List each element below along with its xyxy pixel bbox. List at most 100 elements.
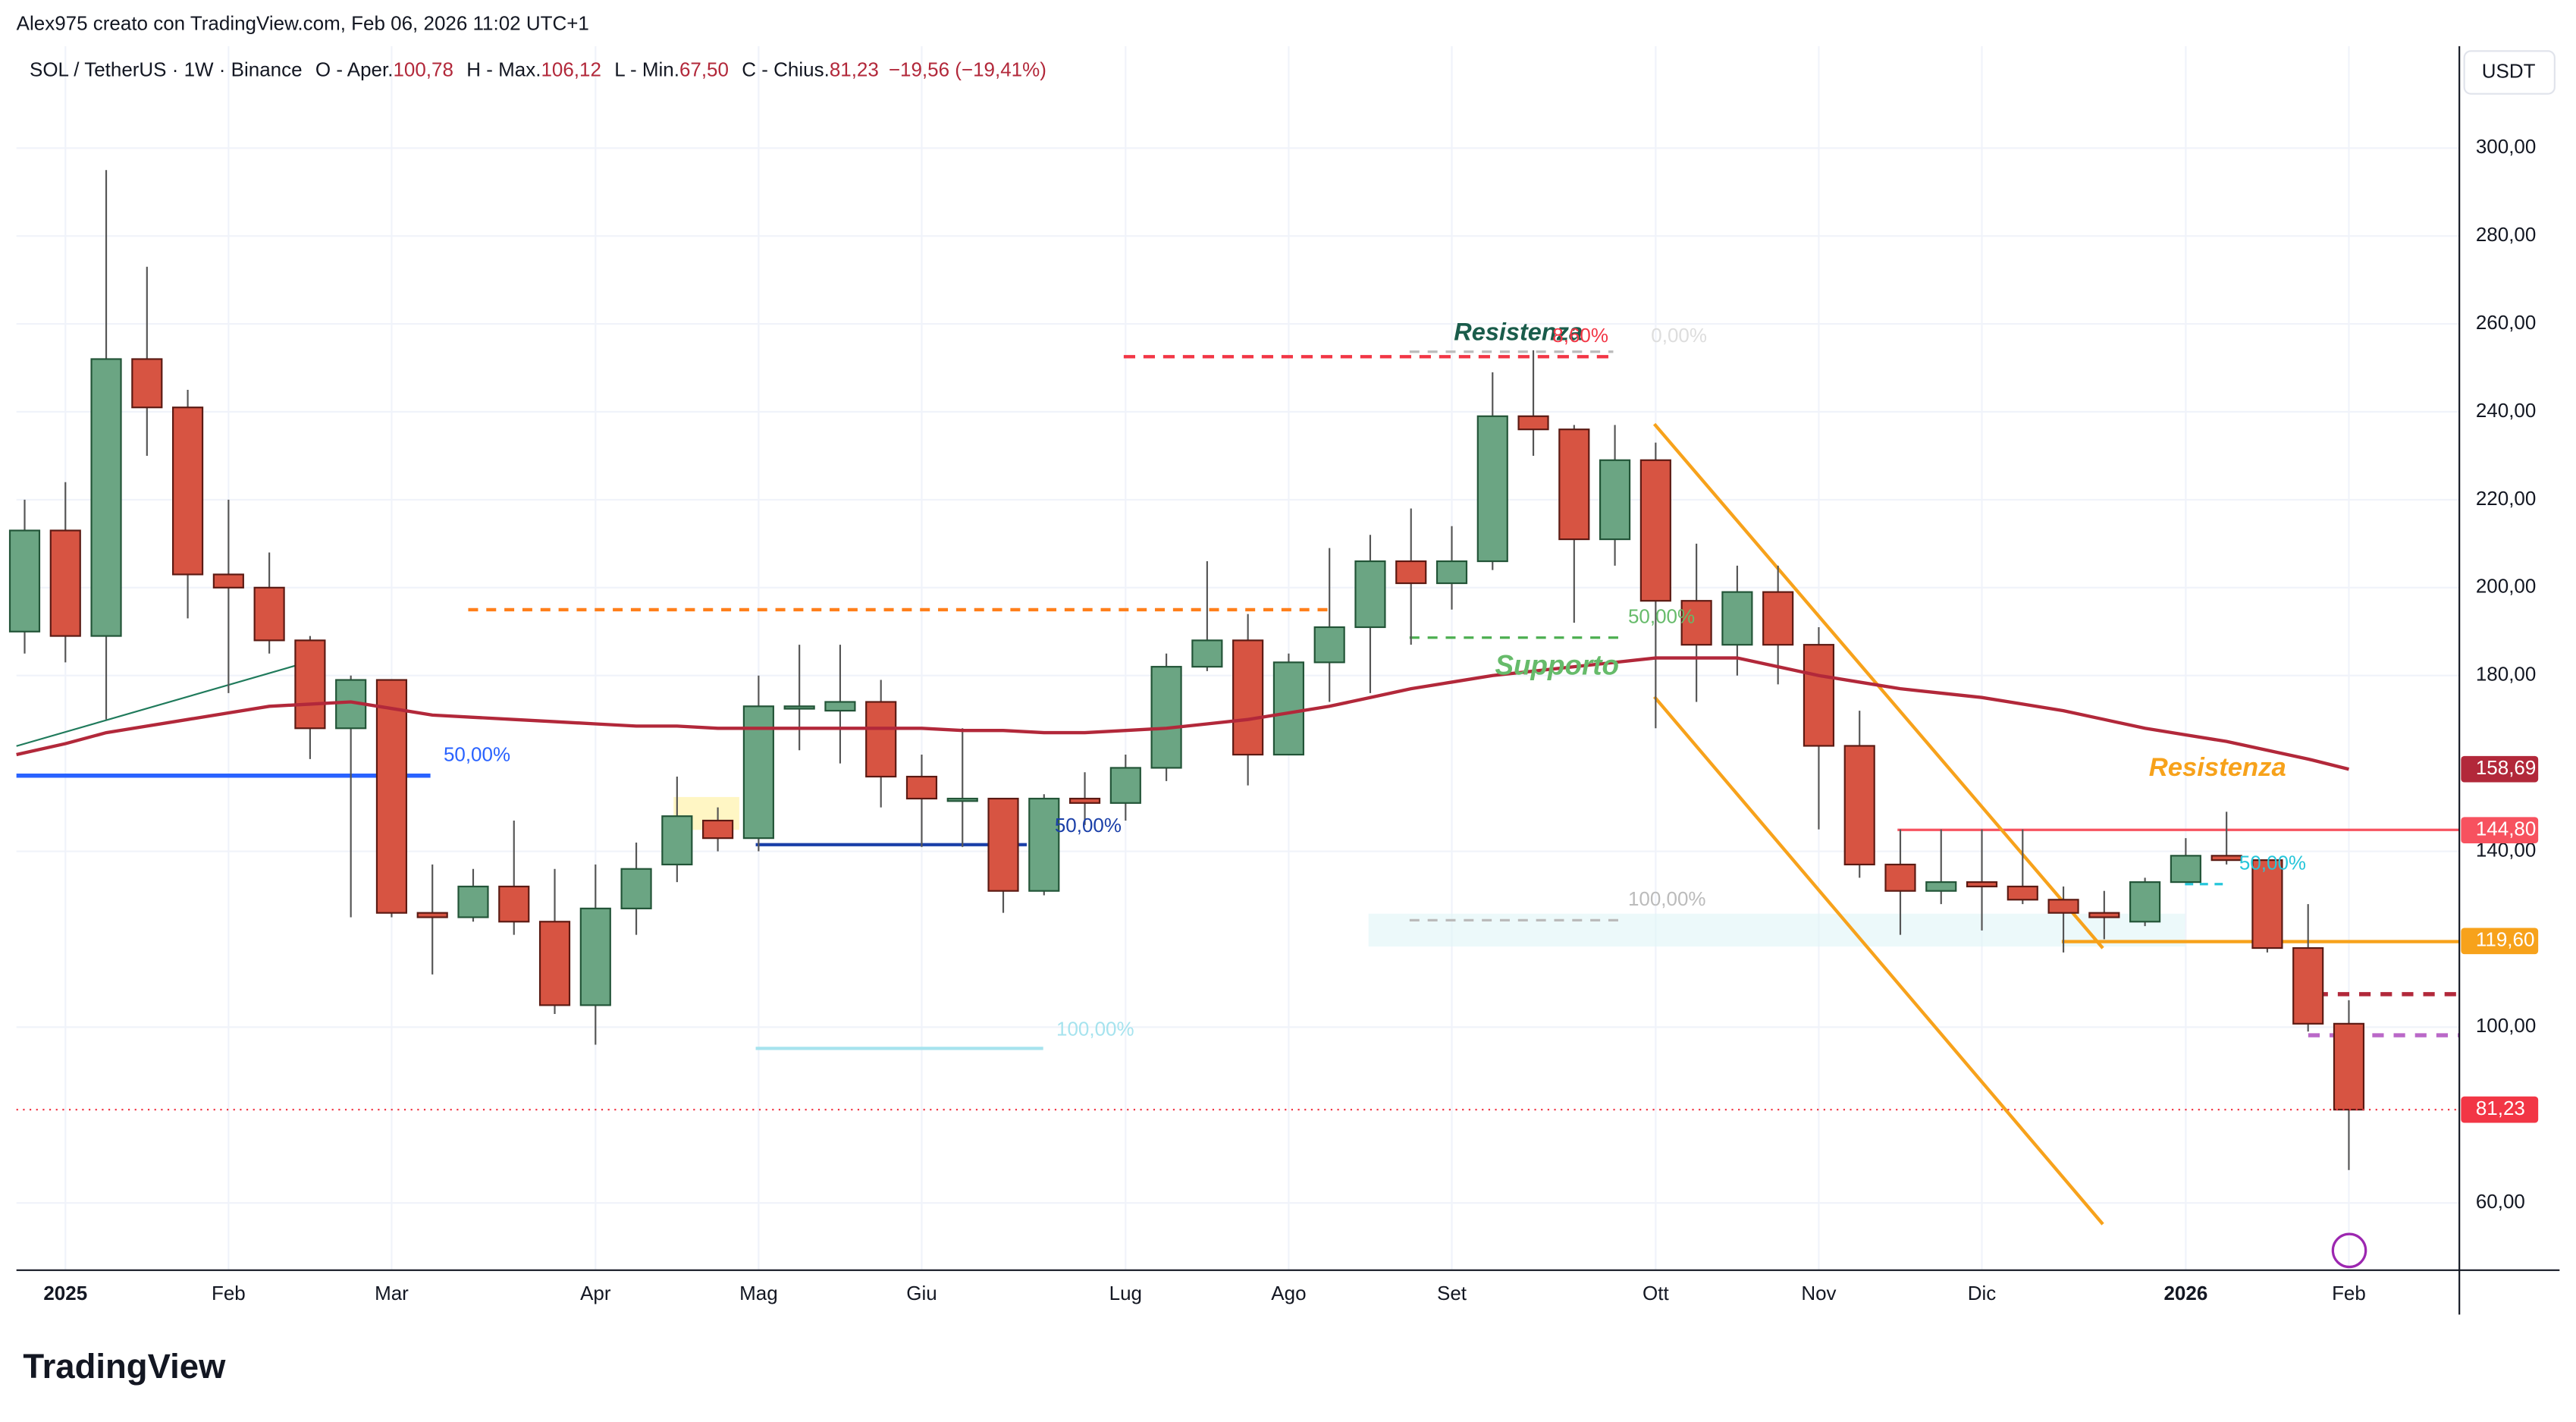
candle-body [2129, 881, 2161, 923]
y-tick-label: 280,00 [2476, 223, 2536, 246]
candle-body [620, 868, 652, 909]
candle-body [1925, 881, 1957, 892]
x-tick-label: Apr [580, 1282, 611, 1304]
legend-value: 81,23 [830, 58, 879, 80]
candle-body [1232, 639, 1264, 756]
icon[interactable] [2331, 1232, 2367, 1269]
trendline [16, 664, 297, 747]
unit-box [2463, 50, 2556, 95]
price-label-box [2461, 817, 2539, 844]
x-tick-label: Ott [1643, 1282, 1669, 1304]
price-label-box [2461, 1096, 2539, 1123]
y-tick-label: 100,00 [2476, 1014, 2536, 1037]
candle-body [1395, 560, 1427, 585]
x-tick-label: Ago [1271, 1282, 1306, 1304]
candle-body [2047, 899, 2079, 914]
legend-value: 67,50 [679, 58, 729, 80]
y-tick-label: 300,00 [2476, 135, 2536, 158]
candle-body [1028, 797, 1060, 892]
candle-body [1354, 560, 1386, 629]
annotation: Resistenza [1454, 319, 1583, 346]
price-label: 81,23 [2476, 1097, 2525, 1119]
x-tick-label: Feb [212, 1282, 246, 1304]
candle-body [212, 573, 244, 589]
candle-body [1884, 863, 1916, 892]
candle-body [1150, 666, 1182, 769]
price-label: 144,80 [2476, 818, 2536, 840]
symbol: SOL / TetherUS · 1W · Binance [30, 58, 303, 80]
candle-body [416, 912, 448, 918]
candle-body [661, 815, 693, 866]
candle-body [1068, 797, 1101, 804]
legend-value: 100,78 [393, 58, 453, 80]
candle-body [538, 921, 571, 1006]
fib-label: 50,00% [1628, 605, 1695, 628]
candle-body [1680, 600, 1712, 646]
candle-body [457, 885, 489, 918]
candle-body [824, 701, 856, 712]
x-tick-label: Set [1437, 1282, 1467, 1304]
candle-body [783, 705, 815, 710]
legend-key: H - Max. [466, 58, 541, 80]
candle-body [375, 679, 408, 914]
candle-body [131, 358, 163, 409]
legend-value: 106,12 [541, 58, 601, 80]
candle-body [49, 529, 81, 637]
x-tick-label: Lug [1109, 1282, 1142, 1304]
candle-body [1803, 644, 1835, 747]
x-tick-label: 2026 [2163, 1282, 2207, 1304]
fib-label: 8,60% [1552, 324, 1608, 347]
candle-body [294, 639, 326, 730]
candle-body [2088, 912, 2120, 918]
candle-body [987, 797, 1019, 892]
candle-body [702, 819, 734, 840]
moving-average [16, 656, 2349, 771]
candle-body [2251, 859, 2283, 950]
x-tick-label: Giu [906, 1282, 937, 1304]
change: −19,56 (−19,41%) [889, 58, 1046, 80]
candle-body [742, 705, 774, 840]
candle-body [905, 775, 938, 800]
fib-label: 50,00% [2239, 852, 2306, 874]
y-tick-label: 180,00 [2476, 663, 2536, 686]
annotation: Supporto [1495, 649, 1619, 680]
candle-body [2170, 855, 2201, 884]
annotations: Resistenza Supporto Resistenza 8,60% 50,… [444, 319, 2306, 1041]
candle-body [253, 586, 285, 642]
legend-key: O - Aper. [315, 58, 394, 80]
price-label: 119,60 [2476, 928, 2535, 951]
candle-body [1272, 661, 1304, 756]
attribution: Alex975 creato con TradingView.com, Feb … [17, 12, 589, 35]
candle-body [865, 701, 897, 778]
candle-body [946, 797, 978, 802]
candle-body [1435, 560, 1468, 585]
candle-body [1966, 881, 1998, 887]
candle-body [1599, 459, 1631, 541]
candle-body [1109, 767, 1141, 804]
candle-body [1762, 591, 1794, 646]
y-tick-label: 200,00 [2476, 575, 2536, 598]
x-tick-label: Feb [2332, 1282, 2366, 1304]
fib-label: 50,00% [1055, 814, 1122, 837]
legend-key: C - Chius. [742, 58, 830, 80]
plot [8, 170, 2460, 1170]
candle-body [1191, 639, 1223, 668]
price-label-box [2461, 755, 2539, 783]
candle-body [1313, 626, 1345, 664]
candle-body [90, 358, 122, 637]
y-tick-label: 220,00 [2476, 487, 2536, 510]
price-label: 158,69 [2476, 756, 2536, 779]
y-tick-label: 60,00 [2476, 1190, 2525, 1213]
x-tick-label: Mag [739, 1282, 778, 1304]
channel [1652, 695, 2104, 1226]
candle-body [1639, 459, 1671, 602]
y-tick-label: 240,00 [2476, 399, 2536, 422]
candle-body [2210, 855, 2242, 862]
candle-body [1558, 428, 1590, 541]
fib-label: 0,00% [1651, 324, 1707, 347]
legend: SOL / TetherUS · 1W · Binance O - Aper.10… [30, 58, 1046, 80]
fib-label: 100,00% [1056, 1017, 1134, 1040]
price-label-box [2461, 928, 2539, 955]
candle-body [2292, 946, 2324, 1025]
